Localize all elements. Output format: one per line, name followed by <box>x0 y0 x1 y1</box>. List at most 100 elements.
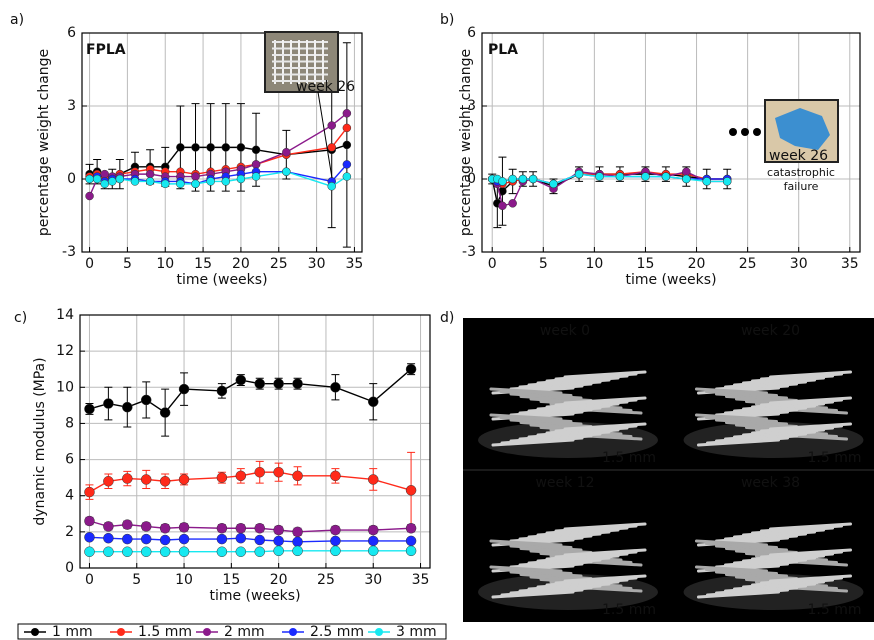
scaffold-strut <box>769 396 852 405</box>
scaffold-strut <box>695 539 768 547</box>
x-tick-label: 35 <box>412 572 430 588</box>
y-tick-label: -3 <box>462 244 476 260</box>
scaffold-strut <box>509 570 583 578</box>
scaffold-strut <box>489 413 563 421</box>
data-point <box>292 526 303 538</box>
data-point <box>92 174 102 184</box>
scaffold-strut <box>705 568 778 575</box>
data-point <box>235 470 247 482</box>
data-point <box>178 546 190 557</box>
x-tick-label: 10 <box>175 572 193 588</box>
data-point <box>405 545 417 557</box>
data-point <box>85 174 94 184</box>
data-point <box>235 532 247 544</box>
series-line <box>89 368 412 414</box>
data-point <box>140 394 152 406</box>
data-point <box>236 174 246 184</box>
annotation: catastrophic failure <box>767 166 835 193</box>
x-tick-label: 5 <box>132 572 141 588</box>
data-point <box>292 536 303 548</box>
data-point <box>235 374 247 386</box>
scaffold-strut <box>725 395 798 402</box>
data-point <box>330 524 341 536</box>
scaffold-strut <box>489 387 563 395</box>
scaffold-strut <box>509 392 583 400</box>
data-point <box>84 515 95 527</box>
y-tick-label: 6 <box>67 25 76 41</box>
panel-label: a) <box>10 12 24 28</box>
data-point <box>103 532 114 544</box>
scaffold-strut <box>519 421 593 428</box>
data-point <box>178 474 190 485</box>
data-point <box>235 522 247 534</box>
data-point <box>292 545 303 557</box>
data-point <box>191 143 200 152</box>
data-point <box>549 179 558 189</box>
y-tick-label: 0 <box>67 171 76 187</box>
data-point <box>108 177 117 186</box>
scaffold-strut <box>519 395 593 402</box>
data-point <box>722 177 732 186</box>
scale-label: 1.5 mm <box>808 450 862 466</box>
data-point <box>206 177 215 186</box>
plot-frame <box>481 32 861 253</box>
annotation: week 26 <box>769 148 828 164</box>
scaffold-strut <box>769 370 852 379</box>
scaffold-strut <box>705 542 778 549</box>
data-point <box>254 378 265 389</box>
data-point <box>103 521 114 532</box>
data-point <box>84 403 95 415</box>
inset-debris <box>775 108 830 150</box>
x-tick-label: 25 <box>317 572 335 588</box>
annotation: week 26 <box>296 79 355 95</box>
data-point <box>273 378 284 389</box>
data-point <box>191 172 200 181</box>
data-point <box>327 121 336 130</box>
data-point <box>100 169 109 179</box>
data-point <box>327 143 336 152</box>
x-tick-label: 5 <box>123 256 132 272</box>
y-tick-label: 3 <box>467 98 476 114</box>
data-point <box>367 535 379 547</box>
scale-label: 1.5 mm <box>808 602 862 618</box>
image-label: week 12 <box>535 475 594 491</box>
legend-marker <box>203 628 211 636</box>
data-point <box>367 474 379 485</box>
legend-marker <box>375 628 383 636</box>
y-axis-label: percentage weight change <box>36 49 52 236</box>
x-tick-label: 25 <box>739 256 757 272</box>
data-point <box>498 177 507 186</box>
data-point <box>178 522 190 533</box>
data-point <box>140 474 152 485</box>
series-line <box>88 112 348 197</box>
data-point <box>292 470 303 482</box>
x-tick-label: 20 <box>688 256 706 272</box>
scaffold-strut <box>769 574 852 583</box>
scaffold-strut <box>509 418 583 426</box>
data-point <box>216 546 228 557</box>
data-point <box>254 522 265 534</box>
data-point <box>140 521 152 532</box>
data-point <box>216 385 228 397</box>
image-label: week 20 <box>741 323 800 339</box>
data-point <box>84 532 95 543</box>
data-point <box>342 123 352 133</box>
x-tick-label: 35 <box>346 256 364 272</box>
scaffold-strut <box>489 565 563 573</box>
data-point <box>216 533 228 545</box>
data-point <box>574 169 584 179</box>
data-point <box>641 172 650 181</box>
data-point <box>498 201 507 211</box>
legend-label: 1 mm <box>52 624 93 640</box>
data-point <box>122 473 133 484</box>
data-point <box>216 472 228 483</box>
data-point <box>221 177 231 186</box>
pointer <box>317 91 333 179</box>
plot-frame <box>81 32 363 253</box>
data-point <box>140 546 152 557</box>
y-tick-label: 2 <box>65 524 74 540</box>
scaffold-strut <box>725 421 798 428</box>
data-point <box>405 485 417 496</box>
y-tick-label: 3 <box>67 98 76 114</box>
